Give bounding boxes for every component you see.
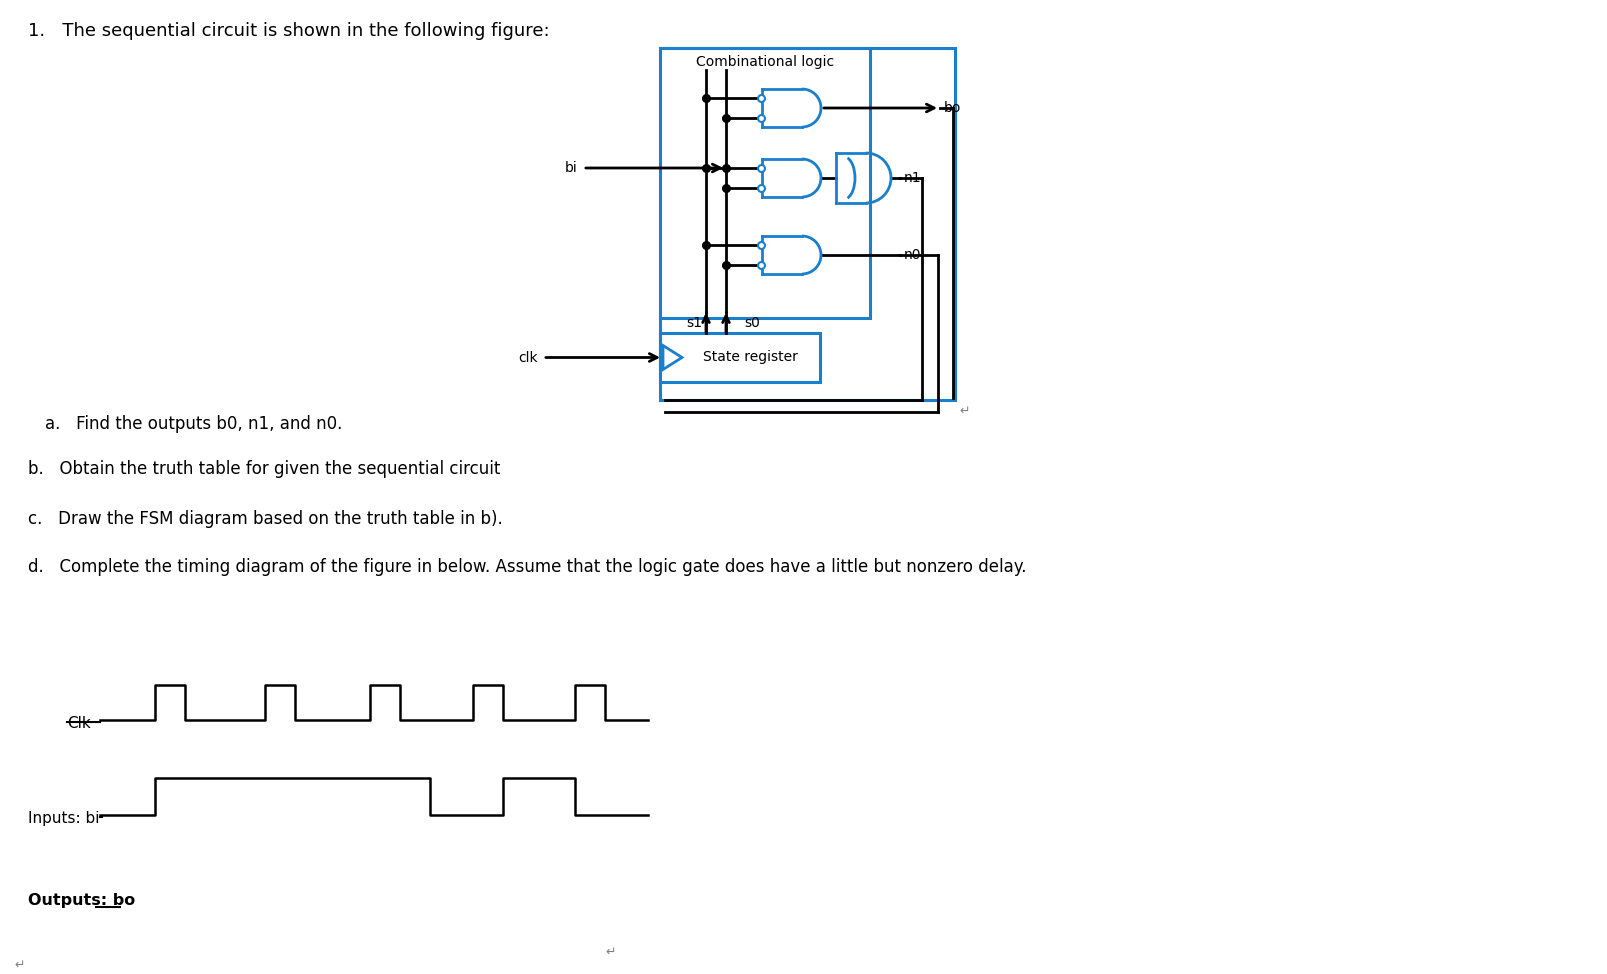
Text: n0: n0 bbox=[903, 248, 921, 262]
Text: bi: bi bbox=[566, 161, 577, 175]
Text: a.   Find the outputs b0, n1, and n0.: a. Find the outputs b0, n1, and n0. bbox=[45, 415, 342, 433]
Bar bbox=[659, 48, 869, 318]
Bar bbox=[659, 48, 955, 400]
Text: d.   Complete the timing diagram of the figure in below. Assume that the logic g: d. Complete the timing diagram of the fi… bbox=[27, 558, 1025, 576]
Text: State register: State register bbox=[702, 351, 797, 364]
Text: c.   Draw the FSM diagram based on the truth table in b).: c. Draw the FSM diagram based on the tru… bbox=[27, 510, 503, 528]
Text: b.   Obtain the truth table for given the sequential circuit: b. Obtain the truth table for given the … bbox=[27, 460, 500, 478]
Text: 1.   The sequential circuit is shown in the following figure:: 1. The sequential circuit is shown in th… bbox=[27, 22, 550, 40]
Text: Combinational logic: Combinational logic bbox=[696, 55, 834, 69]
Text: ↵: ↵ bbox=[14, 958, 24, 971]
Text: Inputs: bi: Inputs: bi bbox=[27, 811, 100, 827]
Text: s0: s0 bbox=[744, 316, 760, 330]
Text: ↵: ↵ bbox=[958, 405, 969, 418]
Text: s1: s1 bbox=[686, 316, 702, 330]
Text: Clk: Clk bbox=[67, 717, 90, 731]
Bar bbox=[659, 333, 820, 382]
Text: clk: clk bbox=[517, 351, 538, 364]
Text: bo: bo bbox=[943, 101, 961, 115]
Text: Outputs: bo: Outputs: bo bbox=[27, 892, 135, 908]
Text: n1: n1 bbox=[903, 171, 921, 185]
Text: ↵: ↵ bbox=[604, 946, 615, 958]
